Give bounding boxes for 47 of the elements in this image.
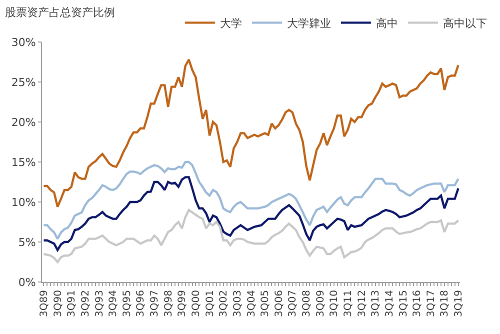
x-tick-label: 3Q16 [412, 290, 424, 317]
x-tick-label: 3Q10 [329, 290, 340, 317]
x-tick-label: 3Q09 [315, 290, 326, 317]
x-tick-label: 3Q08 [302, 290, 313, 317]
x-tick-label: 3Q91 [66, 290, 78, 317]
y-tick-label: 30% [11, 36, 36, 49]
x-tick-label: 3Q00 [190, 290, 202, 317]
x-tick-label: 3Q12 [356, 290, 368, 317]
y-tick-label: 0% [18, 276, 36, 289]
x-tick-label: 3Q90 [52, 290, 64, 317]
x-tick-label: 3Q96 [136, 290, 147, 317]
y-tick-label: 15% [11, 156, 36, 169]
x-tick-label: 3Q15 [398, 290, 410, 317]
x-tick-label: 3Q95 [122, 290, 133, 317]
x-tick-label: 3Q07 [288, 290, 299, 317]
line-series [42, 58, 460, 208]
y-tick-label: 20% [11, 116, 36, 129]
y-tick-label: 5% [18, 236, 36, 249]
x-tick-label: 3Q02 [218, 290, 230, 317]
x-tick-label: 3Q17 [426, 290, 437, 317]
legend-label: 大学肄业 [286, 16, 331, 30]
x-tick-label: 3Q97 [150, 290, 161, 317]
x-tick-label: 3Q01 [204, 290, 216, 317]
line-series [42, 208, 460, 264]
x-tick-label: 3Q89 [38, 290, 50, 317]
legend-label: 高中 [376, 16, 398, 30]
x-tick-label: 3Q13 [370, 290, 382, 317]
chart-title: 股票资产占总资产比例 [5, 6, 115, 20]
line-series [42, 160, 460, 240]
legend-label: 高中以下 [442, 16, 487, 30]
x-tick-label: 3Q03 [232, 290, 244, 317]
x-tick-label: 3Q18 [440, 290, 451, 317]
line-series [42, 176, 460, 252]
x-tick-label: 3Q11 [342, 290, 354, 317]
x-tick-label: 3Q92 [80, 290, 92, 317]
x-tick-label: 3Q98 [163, 290, 174, 317]
x-tick-label: 3Q06 [274, 290, 285, 317]
y-tick-label: 25% [11, 76, 36, 89]
x-tick-label: 3Q19 [454, 290, 465, 317]
legend-label: 大学 [220, 16, 242, 30]
x-tick-label: 3Q05 [260, 290, 272, 317]
x-tick-label: 3Q94 [108, 290, 120, 317]
x-tick-label: 3Q93 [94, 290, 106, 317]
x-tick-label: 3Q99 [177, 290, 188, 317]
x-tick-label: 3Q14 [384, 290, 396, 317]
y-tick-label: 10% [11, 196, 36, 209]
x-tick-label: 3Q04 [246, 290, 258, 317]
